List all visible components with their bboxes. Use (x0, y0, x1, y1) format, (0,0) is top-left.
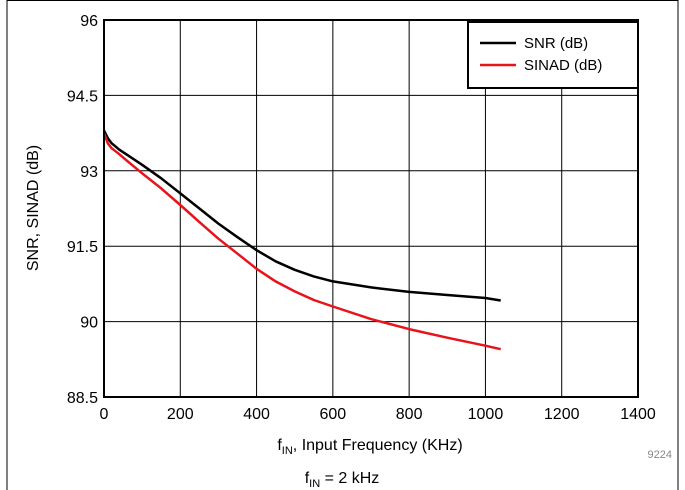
legend: SNR (dB) SINAD (dB) (467, 21, 639, 89)
x-tick-label: 600 (320, 406, 347, 423)
y-tick-label: 94.5 (67, 88, 98, 105)
series-layer (102, 130, 501, 351)
series-line-snr (102, 130, 501, 302)
x-tick-label: 1000 (468, 406, 504, 423)
x-axis-label-rest: , Input Frequency (KHz) (293, 437, 463, 454)
footer-main: f (305, 470, 310, 487)
y-tick-label: 91.5 (67, 239, 98, 256)
footer-caption: fIN = 2 kHz (305, 470, 380, 490)
x-tick-label: 1400 (620, 406, 656, 423)
legend-box (467, 21, 639, 89)
x-tick-label: 0 (100, 406, 109, 423)
x-tick-labels: 0 200 400 600 800 1000 1200 1400 (100, 406, 656, 423)
legend-label-sinad: SINAD (dB) (524, 57, 602, 74)
x-tick-label: 200 (167, 406, 194, 423)
legend-label-snr: SNR (dB) (524, 35, 588, 52)
y-tick-label: 96 (80, 13, 98, 30)
figure-code: 9224 (648, 449, 672, 461)
x-tick-label: 800 (396, 406, 423, 423)
series-line-sinad (102, 132, 501, 351)
footer-sub: IN (309, 478, 320, 490)
x-tick-label: 1200 (544, 406, 580, 423)
y-tick-label: 88.5 (67, 390, 98, 407)
x-axis-label: fIN, Input Frequency (KHz) (277, 437, 462, 457)
x-axis-label-main: f (277, 437, 282, 454)
grid-lines (104, 20, 638, 397)
x-axis-label-sub: IN (282, 445, 293, 457)
y-tick-labels: 88.5 90 91.5 93 94.5 96 (67, 13, 98, 407)
y-axis-label: SNR, SINAD (dB) (25, 145, 42, 271)
y-tick-label: 93 (80, 164, 98, 181)
footer-rest: = 2 kHz (320, 470, 379, 487)
plot-area-border (103, 19, 639, 398)
x-tick-label: 400 (243, 406, 270, 423)
y-tick-label: 90 (80, 315, 98, 332)
